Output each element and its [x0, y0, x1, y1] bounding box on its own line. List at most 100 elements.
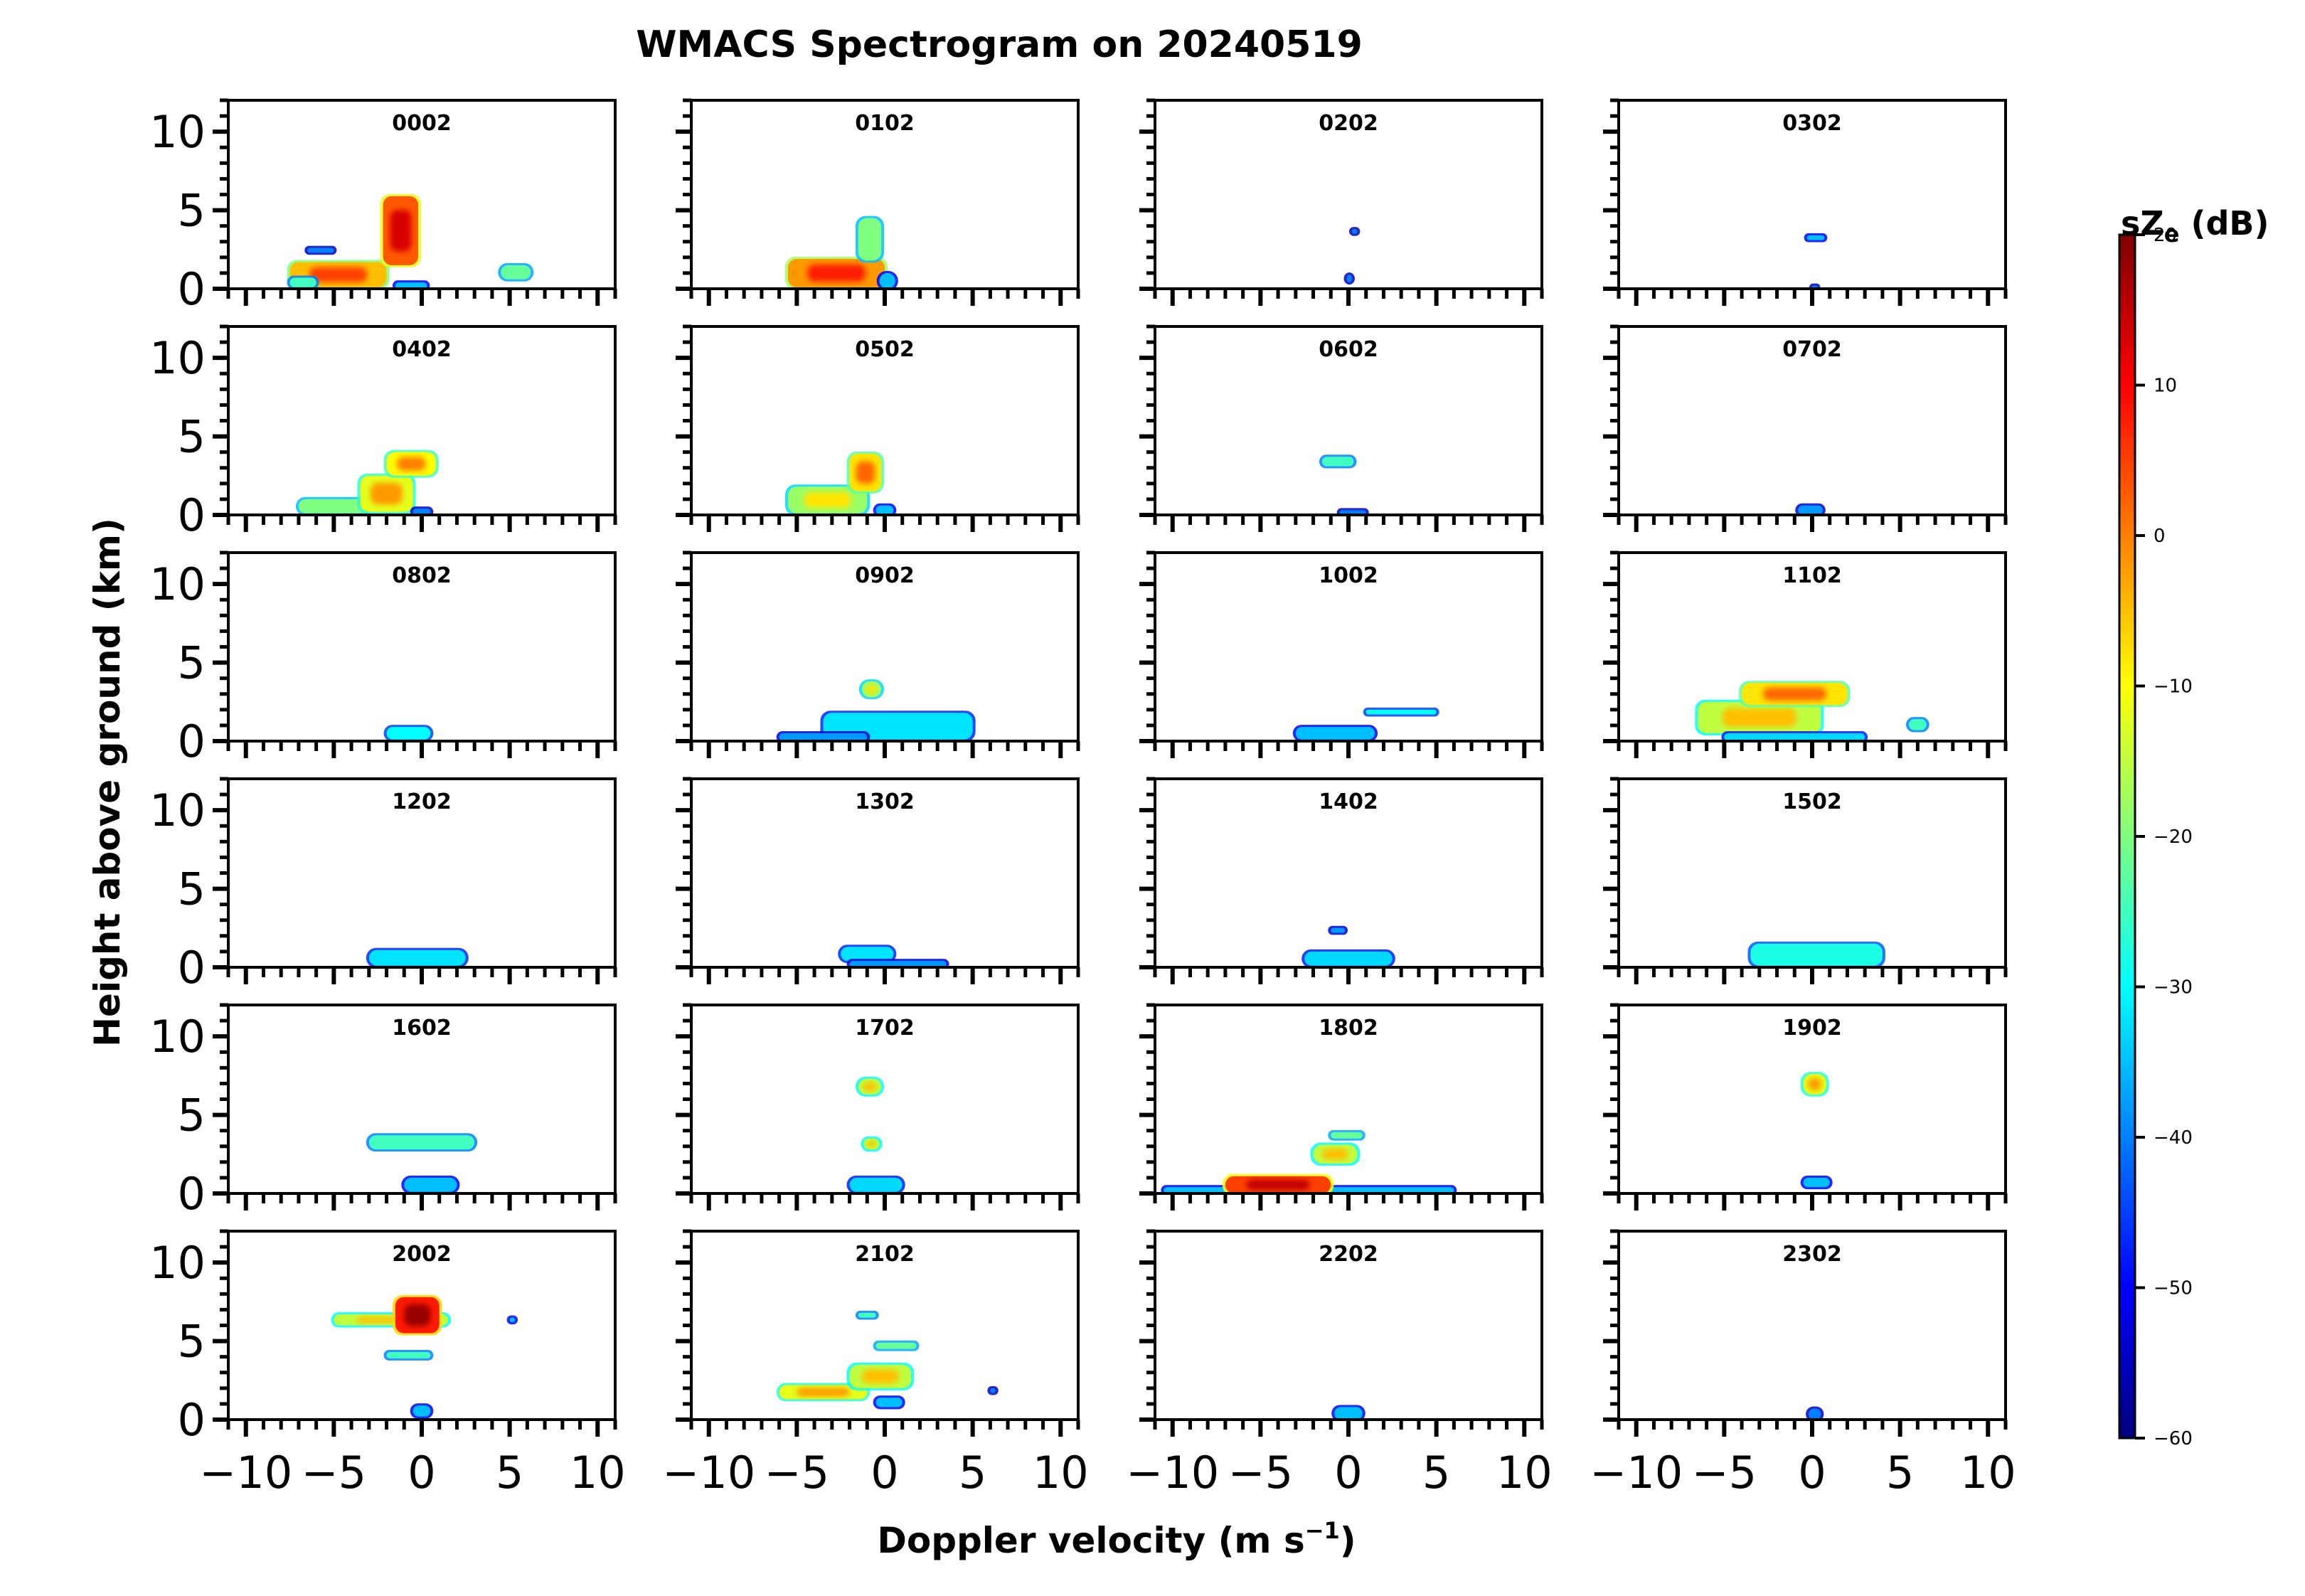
y-tick-label: 5	[178, 1090, 206, 1142]
spectrum-blob	[307, 248, 334, 253]
y-tick-label: 0	[178, 942, 206, 994]
spectrum-blob	[412, 509, 431, 515]
spectrum-blob	[779, 733, 868, 741]
panel-label: 2202	[1319, 1242, 1378, 1267]
colorbar-tick-label: −20	[2154, 826, 2193, 848]
panel-1102: 1102	[1603, 550, 2008, 758]
spectrum-blob-core	[1321, 1148, 1348, 1160]
colorbar-tick-label: −40	[2154, 1127, 2193, 1149]
panel-2102: 2102 −10 −5 0 5 10	[662, 1229, 1089, 1499]
panel-label: 1002	[1319, 563, 1378, 588]
y-tick-label: 0	[178, 715, 206, 767]
x-tick-label: 10	[1496, 1447, 1553, 1499]
spectrum-blob	[1806, 235, 1825, 240]
x-tick-label: −5	[302, 1447, 366, 1499]
spectrum-blob	[990, 1388, 996, 1393]
spectrum-blob	[1321, 457, 1354, 467]
spectrum-blob-core	[856, 461, 875, 484]
spectrum-blob	[298, 499, 369, 514]
panel-label: 2102	[855, 1242, 915, 1267]
panel-label: 2302	[1782, 1242, 1842, 1267]
panel-1802: 1802	[1139, 1003, 1544, 1211]
spectrum-blob-core	[371, 482, 403, 505]
spectrum-blob	[1909, 719, 1927, 730]
panel-0602: 0602	[1139, 324, 1544, 532]
x-tick-label: 0	[1798, 1447, 1826, 1499]
spectrum-blob	[849, 961, 947, 967]
x-tick-label: 0	[1334, 1447, 1362, 1499]
x-tick-label: 10	[1960, 1447, 2016, 1499]
spectrum-blob	[386, 727, 431, 740]
y-tick-label: 0	[178, 263, 206, 315]
spectrum-blob	[1331, 927, 1346, 933]
spectrum-blob	[879, 272, 895, 289]
panel-label: 1102	[1782, 563, 1842, 588]
spectrum-blob	[875, 505, 894, 515]
spectrum-blob-core	[1762, 687, 1826, 701]
spectrum-blob-core	[797, 1388, 850, 1397]
x-tick-label: −5	[1692, 1447, 1757, 1499]
spectrum-blob	[875, 1398, 903, 1408]
spectrum-blob	[1304, 951, 1393, 966]
spectrum-blob-core	[1246, 1179, 1310, 1191]
panel-1902: 1902	[1603, 1003, 2008, 1211]
panel-label: 0002	[392, 111, 452, 136]
x-tick-label: 10	[570, 1447, 626, 1499]
spectrum-blob-core	[804, 491, 852, 509]
spectrum-blob-core	[866, 684, 878, 694]
panel-label: 1202	[392, 789, 452, 814]
spectrum-blob	[1809, 1408, 1821, 1420]
x-tick-label: 0	[408, 1447, 435, 1499]
spectrum-blob	[1366, 709, 1437, 715]
panel-label: 1602	[392, 1016, 452, 1041]
panel-label: 1702	[855, 1016, 915, 1041]
spectrum-blob	[1798, 505, 1823, 515]
panel-label: 2002	[392, 1242, 452, 1267]
panel-0202: 0202	[1139, 98, 1544, 306]
panel-label: 0802	[392, 563, 452, 588]
spectrum-blob	[1724, 733, 1865, 741]
x-tick-label: 10	[1033, 1447, 1089, 1499]
panel-label: 1802	[1319, 1016, 1378, 1041]
y-tick-label: 10	[149, 784, 206, 836]
y-tick-label: 10	[149, 332, 206, 384]
panel-label: 0102	[855, 111, 915, 136]
panel-label: 0602	[1319, 337, 1378, 362]
x-tick-label: 5	[496, 1447, 523, 1499]
spectrum-blob	[875, 1342, 917, 1349]
x-tick-label: −10	[1126, 1447, 1219, 1499]
y-tick-label: 10	[149, 558, 206, 610]
y-tick-label: 0	[178, 489, 206, 541]
colorbar-tick-label: 20	[2154, 225, 2177, 246]
panel-1602: 1602 0 5 10	[149, 1003, 617, 1220]
y-tick-label: 5	[178, 1316, 206, 1368]
spectrum-blob-core	[807, 264, 866, 282]
spectrum-blob-core	[866, 1140, 877, 1148]
y-tick-label: 10	[149, 1011, 206, 1063]
x-axis-label: Doppler velocity (m s−1)	[877, 1517, 1356, 1561]
spectrum-blob	[1351, 229, 1358, 234]
y-tick-label: 10	[149, 106, 206, 158]
spectrum-blob-core	[863, 1082, 877, 1092]
spectrum-blob	[1346, 275, 1352, 283]
spectrum-blob-core	[404, 1304, 431, 1326]
spectrum-blob	[858, 1312, 876, 1318]
y-tick-label: 0	[178, 1394, 206, 1446]
panel-1002: 1002	[1139, 550, 1544, 758]
spectrum-blob	[368, 1135, 475, 1150]
spectrum-blob-core	[861, 1369, 899, 1384]
x-tick-label: −5	[765, 1447, 829, 1499]
colorbar-tick-label: 0	[2154, 526, 2166, 547]
panel-2202: 2202 −10 −5 0 5 10	[1126, 1229, 1553, 1499]
x-tick-label: 0	[871, 1447, 898, 1499]
panel-1502: 1502	[1603, 777, 2008, 984]
panel-label: 1402	[1319, 789, 1378, 814]
colorbar-ticks: 20 10 0 −10 −20 −30 −40 −50 −60	[2135, 225, 2193, 1449]
y-tick-label: 5	[178, 637, 206, 689]
panel-1402: 1402	[1139, 777, 1544, 984]
spectrum-blob	[858, 218, 882, 261]
spectrum-blob	[368, 949, 466, 966]
spectrum-blob	[1334, 1407, 1363, 1420]
x-tick-label: −10	[199, 1447, 292, 1499]
